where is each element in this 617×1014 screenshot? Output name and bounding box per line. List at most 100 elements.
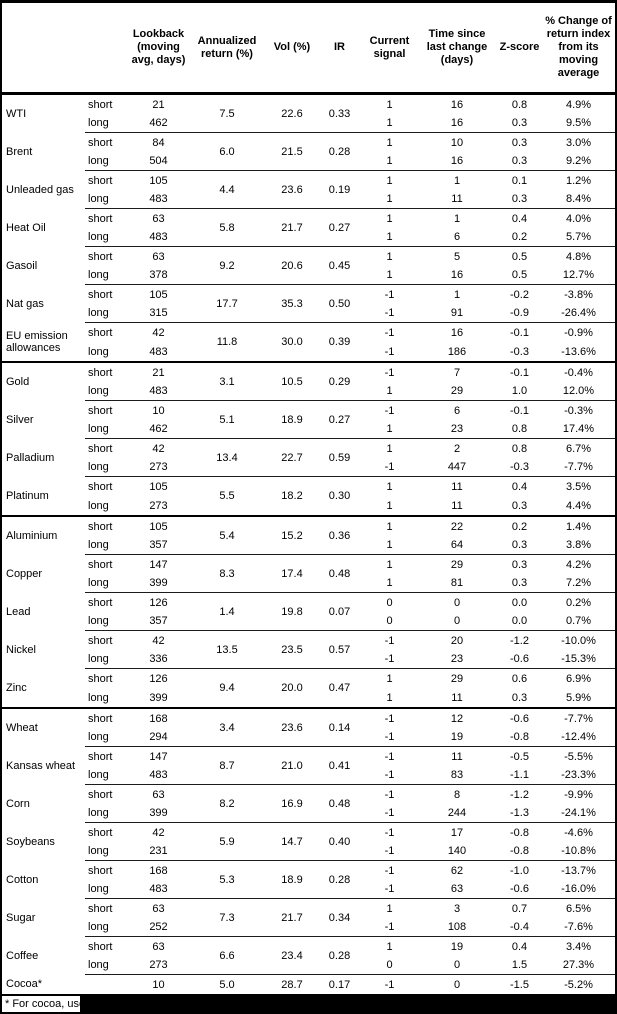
col-header-zscore: Z-score bbox=[499, 41, 540, 54]
row-label-long: long bbox=[85, 114, 130, 133]
time-since-value: 5 bbox=[453, 250, 461, 263]
row-label-short: short bbox=[88, 826, 113, 839]
signal-value: -1 bbox=[362, 304, 417, 323]
signal-value: 1 bbox=[386, 136, 393, 149]
time-since-value: 22 bbox=[450, 520, 464, 533]
lookback-value: 399 bbox=[149, 691, 168, 704]
commodity-block: Nickel short 42 13.5 23.5 0.57 -1 20 -1.2 -10.0% l… bbox=[2, 631, 615, 669]
signal-value: 1 bbox=[386, 902, 393, 915]
change-value: -5.5% bbox=[564, 750, 593, 763]
vol-value: 21.0 bbox=[267, 747, 317, 785]
signal-value: -1 bbox=[384, 404, 395, 417]
commodity-block: WTI short 21 7.5 22.6 0.33 1 16 0.8 4.9% long 462 1 1… bbox=[2, 95, 615, 133]
zscore-value: 0.3 bbox=[497, 536, 542, 555]
row-label-long: long bbox=[85, 842, 130, 861]
annualized-return-value: 5.9 bbox=[187, 823, 267, 861]
lookback-value: 357 bbox=[130, 536, 187, 555]
zscore-value: 0.4 bbox=[511, 940, 528, 953]
time-since-value: 1 bbox=[453, 212, 461, 225]
signal-value: 1 bbox=[386, 558, 393, 571]
row-label-long: long bbox=[85, 458, 130, 477]
commodity-block: Nat gas short 105 17.7 35.3 0.50 -1 1 -0.2 -3.8% l… bbox=[2, 285, 615, 323]
change-value: 3.4% bbox=[565, 940, 592, 953]
vol-value: 30.0 bbox=[281, 336, 303, 348]
col-header-time-since-change: Time since last change (days) bbox=[426, 28, 488, 66]
commodity-name: Coffee bbox=[6, 949, 39, 962]
row-label-long: long bbox=[85, 612, 130, 631]
zscore-value: -1.1 bbox=[497, 766, 542, 785]
signal-value: -1 bbox=[384, 864, 395, 877]
lookback-value: 231 bbox=[130, 842, 187, 861]
row-label bbox=[85, 975, 130, 994]
signal-value: 1 bbox=[362, 190, 417, 209]
row-label-short: short bbox=[88, 136, 113, 149]
vol-value: 18.9 bbox=[267, 401, 317, 439]
zscore-value: -1.2 bbox=[510, 634, 529, 647]
time-since-value: 63 bbox=[417, 880, 497, 899]
signal-value: -1 bbox=[362, 728, 417, 747]
signal-value: 1 bbox=[362, 228, 417, 247]
lookback-value: 105 bbox=[149, 174, 168, 187]
lookback-value: 21 bbox=[152, 98, 165, 111]
commodity-name: Cotton bbox=[6, 873, 39, 886]
lookback-value: 336 bbox=[130, 650, 187, 669]
commodity-block: Silver short 10 5.1 18.9 0.27 -1 6 -0.1 -0.3% long… bbox=[2, 401, 615, 439]
signal-value: -1 bbox=[384, 288, 395, 301]
lookback-value: 126 bbox=[149, 672, 168, 685]
row-label-long: long bbox=[85, 190, 130, 209]
zscore-value: -0.5 bbox=[510, 750, 529, 763]
row-label-short: short bbox=[88, 212, 113, 225]
row-label-short: short bbox=[88, 326, 113, 339]
row-label-long: long bbox=[85, 420, 130, 439]
change-value: 4.8% bbox=[565, 250, 592, 263]
signal-value: 1 bbox=[386, 442, 393, 455]
change-value: 9.2% bbox=[542, 152, 615, 171]
time-since-value: 19 bbox=[450, 940, 464, 953]
signal-value: -1 bbox=[362, 880, 417, 899]
annualized-return-value: 13.4 bbox=[187, 439, 267, 477]
time-since-value: 0 bbox=[453, 596, 461, 609]
vol-value: 21.7 bbox=[267, 899, 317, 937]
vol-value: 22.6 bbox=[267, 95, 317, 133]
ir-value: 0.48 bbox=[317, 785, 362, 823]
signal-value: 1 bbox=[362, 536, 417, 555]
signal-value: 0 bbox=[386, 596, 393, 609]
zscore-value: 0.7 bbox=[511, 902, 528, 915]
signal-value: -1 bbox=[362, 842, 417, 861]
row-label-short: short bbox=[88, 750, 113, 763]
annualized-return-value: 9.2 bbox=[187, 247, 267, 285]
change-value: 6.9% bbox=[565, 672, 592, 685]
commodity-name: Cocoa* bbox=[6, 978, 43, 991]
commodity-block: Heat Oil short 63 5.8 21.7 0.27 1 1 0.4 4.0% long 4… bbox=[2, 209, 615, 247]
row-label-short: short bbox=[88, 366, 113, 379]
vol-value: 21.7 bbox=[267, 209, 317, 247]
zscore-value: -0.4 bbox=[497, 918, 542, 937]
zscore-value: -1.2 bbox=[510, 788, 529, 801]
commodity-name: Palladium bbox=[6, 451, 55, 464]
vol-value: 23.5 bbox=[267, 631, 317, 669]
col-header-current-signal: Current signal bbox=[369, 34, 410, 60]
time-since-value: 81 bbox=[417, 574, 497, 593]
lookback-value: 378 bbox=[130, 266, 187, 285]
row-label-short: short bbox=[88, 404, 113, 417]
change-value: 6.5% bbox=[565, 902, 592, 915]
redaction-bar bbox=[80, 996, 615, 1012]
commodity-block: Soybeans short 42 5.9 14.7 0.40 -1 17 -0.8 -4.6% l… bbox=[2, 823, 615, 861]
row-label-long: long bbox=[85, 574, 130, 593]
row-label-short: short bbox=[88, 712, 113, 725]
zscore-value: -0.9 bbox=[497, 304, 542, 323]
lookback-value: 294 bbox=[130, 728, 187, 747]
lookback-value: 483 bbox=[130, 880, 187, 899]
annualized-return-value: 1.4 bbox=[187, 593, 267, 631]
commodity-block: Aluminium short 105 5.4 15.2 0.36 1 22 0.2 1.4% lo… bbox=[2, 517, 615, 555]
annualized-return-value: 5.4 bbox=[187, 517, 267, 555]
signal-value: 1 bbox=[386, 672, 393, 685]
commodity-name: Unleaded gas bbox=[6, 183, 74, 196]
zscore-value: -0.1 bbox=[510, 366, 529, 379]
lookback-value: 147 bbox=[149, 750, 168, 763]
commodity-name: Nat gas bbox=[6, 297, 44, 310]
signal-value: 1 bbox=[362, 574, 417, 593]
table-body: WTI short 21 7.5 22.6 0.33 1 16 0.8 4.9% long 462 1 1… bbox=[2, 95, 615, 996]
col-header-vol: Vol (%) bbox=[273, 41, 311, 54]
